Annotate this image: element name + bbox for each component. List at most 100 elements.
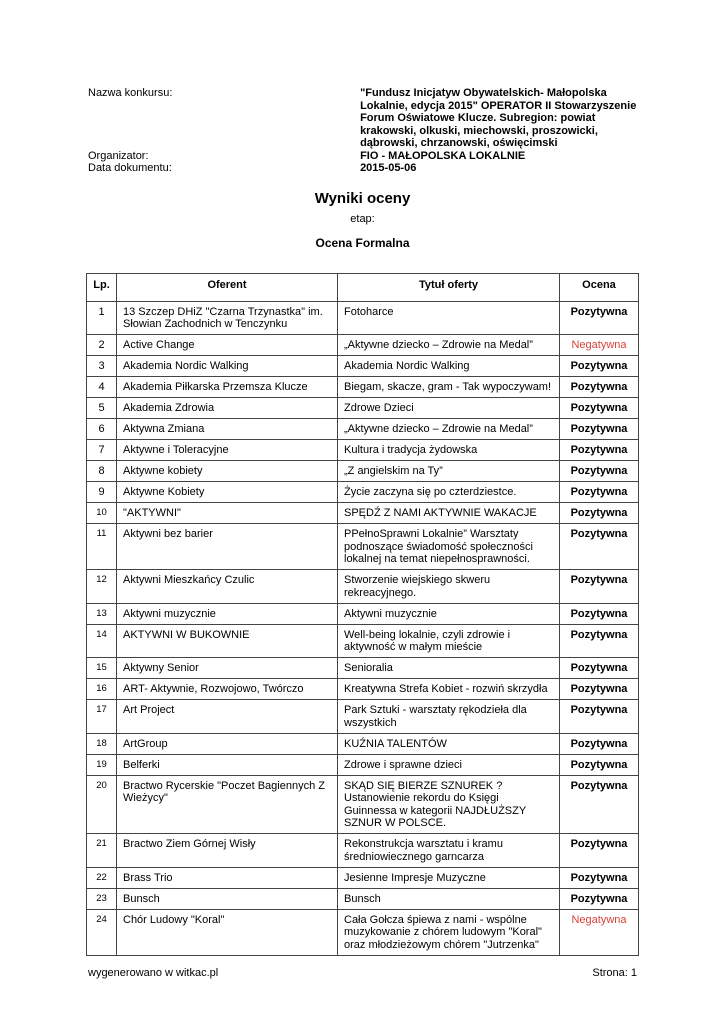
table-row: 22 Brass Trio Jesienne Impresje Muzyczne Po…: [86, 866, 639, 889]
row-oferent: Akademia Piłkarska Przemsza Klucze: [116, 376, 338, 398]
row-title: Cała Gołcza śpiewa z nami - wspólne muzy…: [337, 908, 560, 956]
organizer-value: FIO - MAŁOPOLSKA LOKALNIE: [360, 149, 526, 162]
row-title: „Aktywne dziecko – Zdrowie na Medal”: [337, 418, 560, 440]
row-title: SKĄD SIĘ BIERZE SZNUREK ? Ustanowienie r…: [337, 774, 560, 834]
date-value: 2015-05-06: [360, 162, 417, 174]
row-title: Zdrowe i sprawne dzieci: [337, 753, 560, 776]
row-rating: Pozytywna: [559, 833, 639, 868]
row-oferent: Bractwo Rycerskie "Poczet Bagiennych Z W…: [116, 774, 338, 834]
row-oferent: 13 Szczep DHiZ "Czarna Trzynastka" im. S…: [116, 300, 338, 335]
row-title: Biegam, skacze, gram - Tak wypoczywam!: [337, 376, 560, 398]
row-oferent: "AKTYWNI": [116, 502, 338, 524]
row-rating: Negatywna: [559, 908, 639, 956]
row-oferent: Aktywny Senior: [116, 657, 338, 679]
row-rating: Pozytywna: [559, 355, 639, 377]
row-number: 24: [86, 908, 117, 956]
results-table: Lp. Oferent Tytuł oferty Ocena 1 13 Szcze…: [86, 273, 639, 956]
row-rating: Pozytywna: [559, 376, 639, 398]
table-row: 16 ART- Aktywnie, Rozwojowo, Twórczo Kreat…: [86, 678, 639, 700]
table-row: 19 Belferki Zdrowe i sprawne dzieci Pozytyw…: [86, 753, 639, 776]
document-meta: Nazwa konkursu: "Fundusz Inicjatyw Obywat…: [88, 87, 648, 175]
row-title: Życie zaczyna się po czterdziestce.: [337, 481, 560, 503]
row-title: PPełnoSprawni Lokalnie” Warsztaty podnos…: [337, 523, 560, 570]
row-rating: Pozytywna: [559, 678, 639, 700]
row-rating: Pozytywna: [559, 866, 639, 889]
row-oferent: Active Change: [116, 334, 338, 356]
stage-name: Ocena Formalna: [315, 236, 410, 250]
row-number: 4: [86, 376, 117, 398]
row-title: Kultura i tradycja żydowska: [337, 439, 560, 461]
row-rating: Pozytywna: [559, 300, 639, 335]
row-rating: Pozytywna: [559, 460, 639, 482]
row-oferent: ArtGroup: [116, 732, 338, 755]
table-row: 9 Aktywne Kobiety Życie zaczyna się po czt…: [86, 481, 639, 503]
row-oferent: Aktywne i Toleracyjne: [116, 439, 338, 461]
row-oferent: Art Project: [116, 699, 338, 734]
header-rating: Ocena: [559, 273, 639, 302]
row-title: Akademia Nordic Walking: [337, 355, 560, 377]
row-rating: Negatywna: [559, 334, 639, 356]
row-rating: Pozytywna: [559, 753, 639, 776]
row-oferent: Akademia Nordic Walking: [116, 355, 338, 377]
row-number: 3: [86, 355, 117, 377]
row-rating: Pozytywna: [559, 439, 639, 461]
row-number: 5: [86, 397, 117, 419]
row-rating: Pozytywna: [559, 569, 639, 604]
table-row: 5 Akademia Zdrowia Zdrowe Dzieci Pozytywna: [86, 397, 639, 419]
row-number: 12: [86, 569, 117, 604]
row-title: Aktywni muzycznie: [337, 602, 560, 625]
table-row: 21 Bractwo Ziem Górnej Wisły Rekonstrukcja…: [86, 833, 639, 868]
table-row: 1 13 Szczep DHiZ "Czarna Trzynastka" im. …: [86, 300, 639, 335]
row-oferent: Aktywna Zmiana: [116, 418, 338, 440]
table-row: 18 ArtGroup KUŹNIA TALENTÓW Pozytywna: [86, 732, 639, 755]
header-oferent: Oferent: [116, 273, 338, 302]
row-rating: Pozytywna: [559, 502, 639, 524]
organizer-label: Organizator:: [88, 149, 149, 162]
row-number: 10: [86, 502, 117, 524]
row-number: 20: [86, 774, 117, 834]
table-row: 10 "AKTYWNI" SPĘDŹ Z NAMI AKTYWNIE WAKACJE…: [86, 502, 639, 524]
row-rating: Pozytywna: [559, 418, 639, 440]
row-oferent: AKTYWNI W BUKOWNIE: [116, 623, 338, 658]
row-oferent: Aktywne kobiety: [116, 460, 338, 482]
page-title: Wyniki oceny: [314, 190, 411, 207]
row-oferent: Bractwo Ziem Górnej Wisły: [116, 833, 338, 868]
table-row: 20 Bractwo Rycerskie "Poczet Bagiennych Z…: [86, 774, 639, 834]
row-rating: Pozytywna: [559, 732, 639, 755]
footer-generated: wygenerowano w witkac.pl: [88, 967, 219, 979]
row-number: 21: [86, 833, 117, 868]
row-title: „Z angielskim na Ty”: [337, 460, 560, 482]
row-rating: Pozytywna: [559, 481, 639, 503]
row-oferent: Belferki: [116, 753, 338, 776]
table-row: 11 Aktywni bez barier PPełnoSprawni Lokaln…: [86, 523, 639, 570]
row-rating: Pozytywna: [559, 887, 639, 910]
row-number: 14: [86, 623, 117, 658]
table-row: 17 Art Project Park Sztuki - warsztaty ręk…: [86, 699, 639, 734]
row-title: „Aktywne dziecko – Zdrowie na Medal”: [337, 334, 560, 356]
row-number: 11: [86, 523, 117, 570]
table-row: 8 Aktywne kobiety „Z angielskim na Ty” Pozy…: [86, 460, 639, 482]
row-title: Well-being lokalnie, czyli zdrowie i akt…: [337, 623, 560, 658]
row-number: 2: [86, 334, 117, 356]
competition-value: "Fundusz Inicjatyw Obywatelskich- Małopo…: [360, 87, 637, 149]
table-row: 14 AKTYWNI W BUKOWNIE Well-being lokalnie,…: [86, 623, 639, 658]
row-rating: Pozytywna: [559, 657, 639, 679]
table-row: 2 Active Change „Aktywne dziecko – Zdrowie…: [86, 334, 639, 356]
row-number: 17: [86, 699, 117, 734]
row-number: 1: [86, 300, 117, 335]
row-number: 22: [86, 866, 117, 889]
date-label: Data dokumentu:: [88, 162, 172, 174]
row-number: 19: [86, 753, 117, 776]
table-row: 7 Aktywne i Toleracyjne Kultura i tradycja…: [86, 439, 639, 461]
table-row: 23 Bunsch Bunsch Pozytywna: [86, 887, 639, 910]
row-title: Kreatywna Strefa Kobiet - rozwiń skrzydł…: [337, 678, 560, 700]
row-title: Stworzenie wiejskiego skweru rekreacyjne…: [337, 569, 560, 604]
row-oferent: ART- Aktywnie, Rozwojowo, Twórczo: [116, 678, 338, 700]
table-row: 12 Aktywni Mieszkańcy Czulic Stworzenie wi…: [86, 569, 639, 604]
row-title: Fotoharce: [337, 300, 560, 335]
row-rating: Pozytywna: [559, 602, 639, 625]
row-oferent: Aktywne Kobiety: [116, 481, 338, 503]
row-oferent: Aktywni bez barier: [116, 523, 338, 570]
row-title: Rekonstrukcja warsztatu i kramu średniow…: [337, 833, 560, 868]
row-rating: Pozytywna: [559, 774, 639, 834]
